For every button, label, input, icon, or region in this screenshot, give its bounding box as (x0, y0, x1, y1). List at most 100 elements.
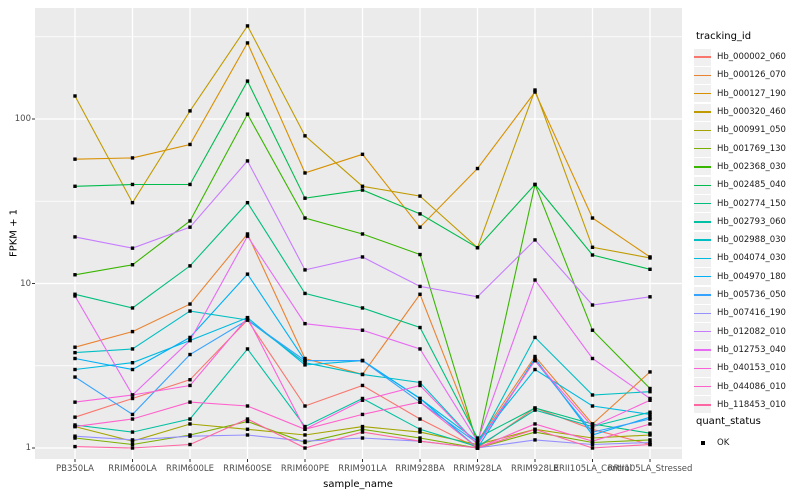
data-point (590, 446, 595, 450)
legend-key (694, 304, 711, 322)
data-point (590, 253, 595, 257)
x-tick-label: RRIM928BA (395, 464, 445, 474)
data-point (533, 408, 537, 412)
data-point (418, 225, 422, 229)
legend-item: Hb_002774_150 (694, 194, 786, 213)
data-point (188, 434, 192, 438)
legend-key-line-icon (694, 385, 711, 388)
data-point (130, 156, 135, 160)
legend-item-label: Hb_000991_050 (717, 125, 786, 136)
legend-item: Hb_005736_050 (694, 286, 786, 304)
data-point (533, 430, 537, 434)
data-point (73, 273, 77, 277)
data-point (130, 393, 135, 397)
y-tick-label: 100 (14, 114, 31, 124)
data-point (303, 268, 307, 272)
data-point (245, 272, 250, 276)
y-axis-title: FPKM + 1 (8, 208, 20, 258)
data-point (418, 439, 422, 443)
data-point (360, 424, 365, 429)
legend-key-line-icon (694, 404, 711, 406)
legend-item: Hb_000002_060 (694, 48, 786, 66)
legend-item-label: Hb_000320_460 (717, 107, 786, 118)
legend-item: Hb_002485_040 (694, 176, 786, 194)
legend-key (694, 213, 711, 231)
legend-key (694, 85, 711, 103)
legend-key-line-icon (694, 239, 711, 241)
data-point (418, 417, 422, 421)
data-point (590, 216, 595, 220)
data-point (475, 246, 480, 250)
data-point (73, 400, 77, 404)
data-point (245, 232, 250, 236)
legend-key (694, 435, 711, 452)
data-point (188, 142, 192, 147)
legend-key (694, 140, 711, 158)
y-tick-label: 1 (25, 443, 31, 453)
legend-item-label: Hb_118453_010 (717, 399, 786, 410)
data-point (590, 433, 595, 437)
data-point (73, 235, 77, 239)
data-point (590, 303, 595, 307)
data-point (73, 345, 77, 349)
quant-status-label: OK (717, 438, 730, 449)
data-point (360, 188, 365, 192)
data-point (188, 309, 192, 313)
legend-item: Hb_004074_030 (694, 249, 786, 267)
legend-key-line-icon (694, 129, 711, 132)
legend-key-line-icon (694, 257, 711, 260)
data-point (533, 358, 537, 363)
legend-key-line-icon (694, 166, 711, 168)
data-point (303, 216, 307, 220)
data-point (303, 171, 307, 175)
data-point (130, 396, 135, 401)
data-point (188, 225, 192, 229)
data-point (533, 88, 537, 92)
data-point (360, 232, 365, 236)
legend-key (694, 341, 711, 359)
data-point (245, 234, 250, 238)
data-point (590, 442, 595, 447)
legend-item-label: Hb_004970_180 (717, 271, 786, 282)
legend-item-label: Hb_007416_190 (717, 308, 786, 319)
data-point (648, 386, 652, 391)
data-point (648, 267, 652, 271)
data-point (245, 41, 250, 45)
data-point (418, 436, 422, 440)
data-point (188, 302, 192, 306)
data-point (73, 94, 77, 98)
data-point (130, 438, 135, 442)
legend-key (694, 249, 711, 267)
data-point (475, 436, 480, 440)
data-point (303, 356, 307, 361)
data-point (303, 433, 307, 437)
legend-item: Hb_012082_010 (694, 323, 786, 341)
data-point (360, 152, 365, 157)
legend-item: Hb_001769_130 (694, 140, 786, 158)
data-point (130, 200, 135, 205)
panel-background (35, 8, 682, 459)
data-point (418, 212, 422, 216)
x-tick-label: RRII105LA_Stressed (607, 464, 693, 474)
data-point (418, 325, 422, 330)
legend-key (694, 195, 711, 213)
legend-key-line-icon (694, 111, 711, 113)
data-point (303, 439, 307, 443)
legend-key (694, 378, 711, 396)
data-point (590, 328, 595, 332)
data-point (590, 404, 595, 408)
data-point (245, 315, 250, 320)
legend-item-label: Hb_044086_010 (717, 381, 786, 392)
data-point (648, 396, 652, 401)
data-point (303, 291, 307, 296)
legend-key-line-icon (694, 367, 711, 369)
legend-key-line-icon (694, 147, 711, 150)
data-point (188, 264, 192, 268)
legend-item-label: Hb_040153_010 (717, 363, 786, 374)
data-point (360, 328, 365, 332)
data-point (245, 159, 250, 163)
data-point (648, 415, 652, 419)
data-point (590, 393, 595, 397)
legend-key-line-icon (694, 294, 711, 296)
x-tick-label: RRIM928LA (453, 464, 502, 474)
